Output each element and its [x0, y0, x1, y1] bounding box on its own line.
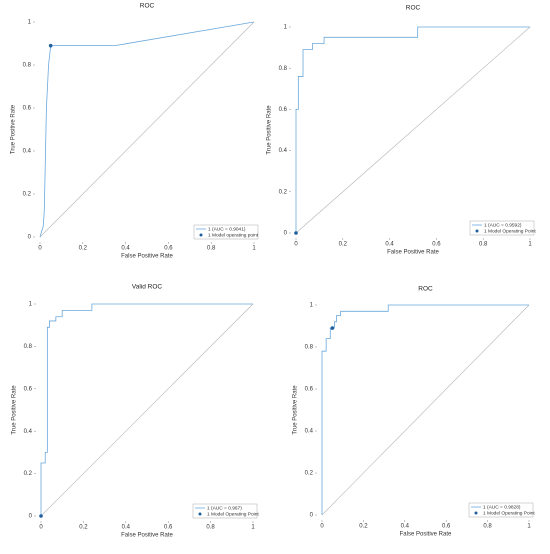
x-tick-label: 0.8	[479, 242, 488, 248]
legend-text: 1 Model operating point	[208, 232, 259, 238]
roc-curve	[39, 21, 255, 238]
x-tick-label: 1	[528, 242, 532, 248]
reference-line	[295, 26, 531, 234]
y-tick-label: 0.4	[24, 429, 33, 435]
y-tick-label: 1	[29, 302, 33, 308]
x-tick-label: 0.4	[121, 246, 130, 252]
panel: ROC 0 0.2 0.4 0.6 0.8 1 0 0.2 0.4 0.6 0.8 1 False Pos…	[11, 3, 259, 260]
chart-title: ROC	[406, 5, 421, 12]
y-tick-label: 1	[310, 303, 314, 309]
x-tick-label: 0	[38, 246, 42, 252]
legend-box	[192, 503, 258, 519]
legend-dot	[475, 229, 479, 233]
legend-text: 1 (AUC = 0.9592)	[484, 222, 522, 228]
x-tick-label: 0.8	[207, 246, 216, 252]
y-tick-label: 0.4	[305, 429, 314, 435]
y-axis-label: True Positive Rate	[11, 104, 17, 154]
y-tick-label: 0.6	[23, 106, 32, 112]
y-axis-label: True Positive Rate	[293, 385, 299, 435]
x-tick-label: 0.6	[432, 242, 441, 248]
y-axis-label: True Positive Rate	[12, 385, 18, 435]
chart-title: ROC	[418, 286, 433, 293]
x-tick-label: 0.4	[385, 242, 394, 248]
x-tick-label: 0.8	[206, 525, 215, 531]
x-tick-label: 0.6	[442, 524, 451, 530]
y-tick-label: 0.8	[23, 63, 32, 69]
x-axis-label: False Positive Rate	[387, 250, 439, 256]
reference-line	[40, 303, 254, 517]
x-tick-label: 0	[294, 242, 298, 248]
x-axis-label: False Positive Rate	[121, 533, 173, 539]
chart-title: ROC	[140, 3, 155, 10]
y-tick-label: 0.4	[23, 149, 32, 155]
x-tick-label: 0	[320, 524, 324, 530]
roc-curve	[321, 304, 529, 515]
y-tick-label: 0.8	[24, 344, 33, 350]
x-axis-label: False Positive Rate	[121, 254, 173, 260]
panel: ROC 0 0.2 0.4 0.6 0.8 1 0 0.2 0.4 0.6 0.8 1 False Pos…	[293, 286, 536, 538]
y-axis-label: True Positive Rate	[267, 105, 273, 155]
operating-point	[39, 514, 43, 518]
legend-text: 1 Model Operating Point	[484, 228, 536, 234]
legend-box	[468, 502, 534, 518]
x-axis-label: False Positive Rate	[400, 532, 452, 538]
operating-point	[330, 326, 335, 330]
legend-box	[469, 220, 535, 236]
legend-text: 1 Model Operating Point	[207, 511, 259, 517]
y-tick-label: 0	[29, 514, 33, 520]
legend-dot	[199, 233, 203, 237]
x-tick-label: 1	[251, 525, 255, 531]
chart-title: Valid ROC	[132, 284, 163, 291]
x-tick-label: 0.8	[483, 524, 492, 530]
y-tick-label: 0.2	[24, 471, 33, 477]
reference-line	[321, 304, 530, 516]
y-tick-label: 0	[310, 513, 314, 519]
x-tick-label: 0.2	[79, 246, 88, 252]
y-tick-label: 0	[28, 235, 32, 241]
legend-box	[193, 224, 259, 240]
y-tick-label: 1	[284, 25, 288, 31]
legend-dot	[198, 512, 202, 516]
y-tick-label: 0.6	[24, 386, 33, 392]
roc-curve	[40, 303, 253, 516]
operating-point	[294, 231, 298, 235]
x-tick-label: 0.2	[359, 524, 368, 530]
y-tick-label: 0.4	[279, 148, 288, 154]
roc-curve	[295, 26, 530, 233]
operating-point	[48, 43, 53, 48]
y-tick-label: 0.2	[23, 192, 32, 198]
y-tick-label: 0.2	[279, 189, 288, 195]
x-tick-label: 0.6	[164, 525, 173, 531]
legend-dot	[474, 511, 478, 515]
legend-text: 1 Model Operating Point	[483, 510, 535, 516]
y-tick-label: 0.2	[305, 471, 314, 477]
y-tick-label: 0	[284, 231, 288, 237]
x-tick-label: 0.2	[339, 242, 348, 248]
x-tick-label: 0	[39, 525, 43, 531]
y-tick-label: 0.6	[305, 387, 314, 393]
x-tick-label: 0.4	[122, 525, 131, 531]
x-tick-label: 0.2	[79, 525, 88, 531]
y-tick-label: 1	[28, 20, 32, 26]
y-tick-label: 0.8	[305, 345, 314, 351]
x-tick-label: 0.6	[164, 246, 173, 252]
legend-text: 1 (AUC = 0.9828)	[483, 504, 521, 510]
legend-text: 1 (AUC = 0.967)	[207, 505, 242, 511]
panel: Valid ROC 0 0.2 0.4 0.6 0.8 1 0 0.2 0.4 0.6 0.8 1 Fal…	[12, 284, 260, 539]
y-tick-label: 0.6	[279, 107, 288, 113]
panel: ROC 0 0.2 0.4 0.6 0.8 1 0 0.2 0.4 0.6 0.8 1 False Pos…	[267, 5, 537, 256]
y-tick-label: 0.8	[279, 66, 288, 72]
legend-text: 1 (AUC = 0.9041)	[208, 226, 246, 232]
x-tick-label: 0.4	[401, 524, 410, 530]
x-tick-label: 1	[527, 524, 531, 530]
reference-line	[39, 21, 255, 238]
x-tick-label: 1	[252, 246, 256, 252]
